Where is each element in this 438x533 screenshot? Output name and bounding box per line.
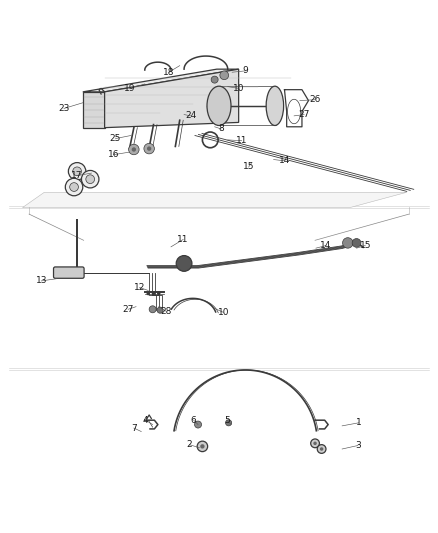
Text: 27: 27 bbox=[123, 305, 134, 314]
Circle shape bbox=[343, 238, 353, 248]
Circle shape bbox=[147, 147, 151, 151]
Circle shape bbox=[144, 143, 154, 154]
Circle shape bbox=[226, 420, 232, 426]
Text: 16: 16 bbox=[108, 150, 119, 159]
Circle shape bbox=[68, 163, 86, 180]
Text: 28: 28 bbox=[160, 306, 171, 316]
Text: 18: 18 bbox=[163, 68, 174, 77]
Polygon shape bbox=[83, 69, 239, 92]
Circle shape bbox=[220, 71, 229, 79]
Circle shape bbox=[313, 441, 317, 445]
Circle shape bbox=[157, 292, 160, 295]
Text: 3: 3 bbox=[355, 441, 361, 450]
Text: 9: 9 bbox=[242, 67, 248, 75]
Text: 19: 19 bbox=[124, 84, 135, 93]
Ellipse shape bbox=[266, 86, 284, 125]
Text: 24: 24 bbox=[185, 111, 196, 120]
Text: 15: 15 bbox=[360, 241, 371, 250]
Text: 23: 23 bbox=[58, 104, 70, 113]
Circle shape bbox=[311, 439, 319, 448]
Circle shape bbox=[194, 421, 201, 428]
Text: 10: 10 bbox=[233, 84, 244, 93]
Circle shape bbox=[317, 445, 326, 454]
Text: 12: 12 bbox=[134, 283, 145, 292]
Text: 2: 2 bbox=[187, 440, 192, 449]
Circle shape bbox=[197, 441, 208, 451]
Circle shape bbox=[176, 256, 192, 271]
Circle shape bbox=[147, 292, 150, 295]
Text: 7: 7 bbox=[131, 424, 137, 433]
Text: 25: 25 bbox=[110, 134, 121, 143]
Text: 4: 4 bbox=[143, 416, 148, 425]
Polygon shape bbox=[83, 92, 105, 128]
Polygon shape bbox=[22, 192, 407, 207]
Text: 17: 17 bbox=[71, 171, 83, 180]
Circle shape bbox=[129, 144, 139, 155]
Text: 13: 13 bbox=[35, 277, 47, 285]
Polygon shape bbox=[105, 69, 239, 128]
Text: 27: 27 bbox=[298, 110, 310, 119]
Circle shape bbox=[200, 444, 205, 449]
Circle shape bbox=[352, 239, 361, 247]
Text: 15: 15 bbox=[243, 163, 254, 172]
Text: 11: 11 bbox=[177, 235, 189, 244]
Circle shape bbox=[70, 183, 78, 191]
Text: 14: 14 bbox=[320, 241, 332, 250]
Circle shape bbox=[320, 447, 323, 451]
FancyBboxPatch shape bbox=[53, 267, 84, 278]
Circle shape bbox=[86, 175, 95, 183]
Text: 14: 14 bbox=[279, 156, 290, 165]
Text: 8: 8 bbox=[218, 125, 224, 133]
Text: 10: 10 bbox=[218, 308, 229, 317]
Text: 1: 1 bbox=[356, 418, 362, 427]
Ellipse shape bbox=[207, 86, 231, 125]
Circle shape bbox=[152, 292, 155, 295]
Circle shape bbox=[149, 306, 156, 313]
Circle shape bbox=[65, 179, 83, 196]
Text: 6: 6 bbox=[191, 416, 197, 425]
Circle shape bbox=[73, 167, 81, 176]
Circle shape bbox=[157, 307, 163, 313]
Circle shape bbox=[81, 171, 99, 188]
Text: 11: 11 bbox=[236, 136, 247, 146]
Circle shape bbox=[211, 76, 218, 83]
Circle shape bbox=[132, 147, 136, 152]
Text: 5: 5 bbox=[224, 416, 230, 425]
Text: 26: 26 bbox=[309, 95, 321, 104]
